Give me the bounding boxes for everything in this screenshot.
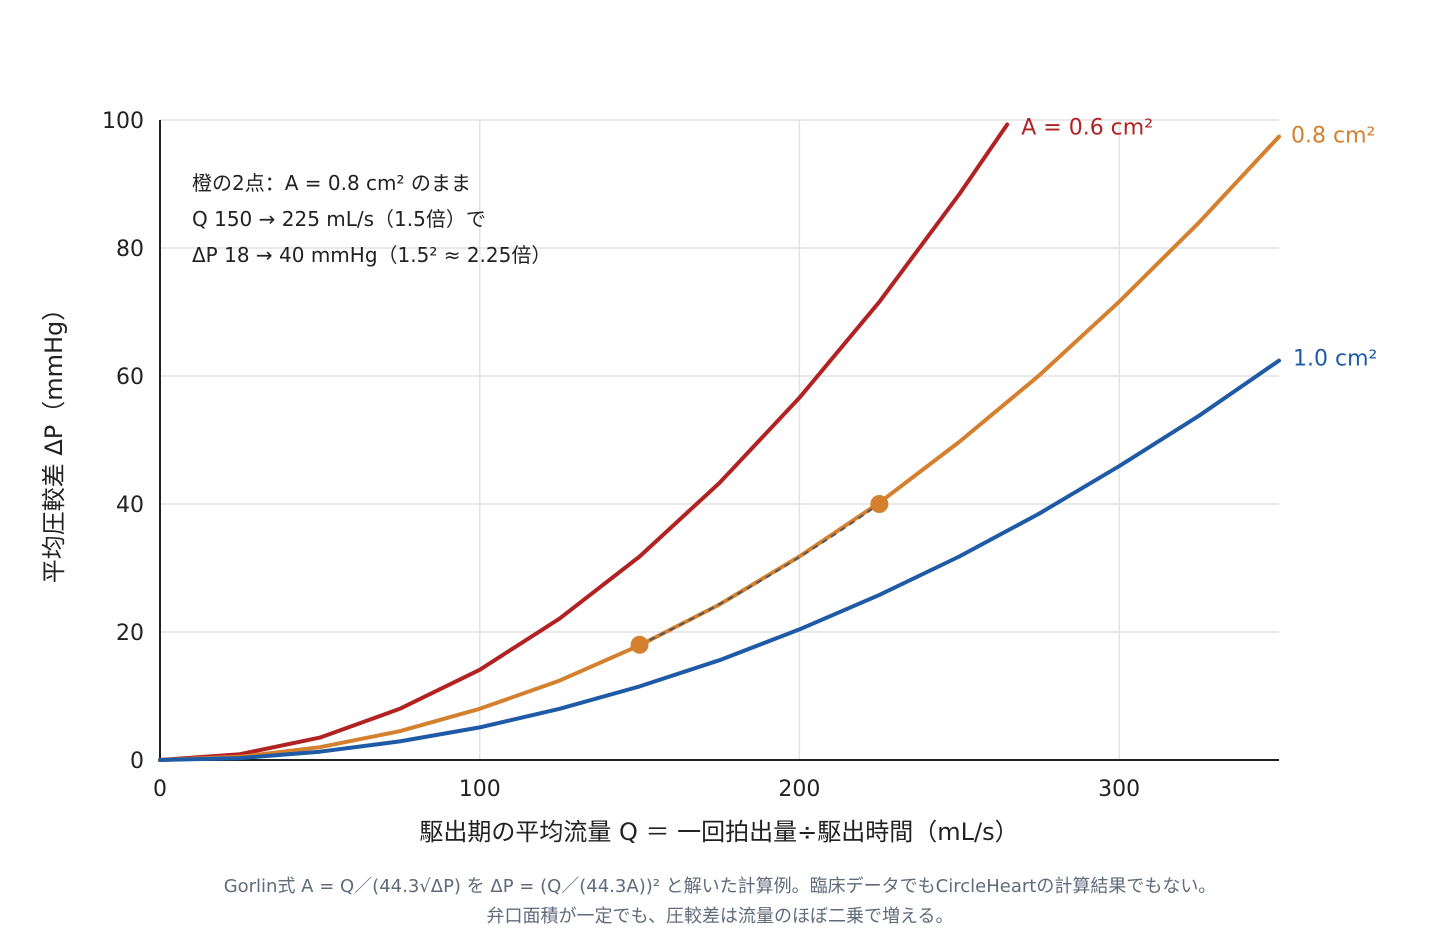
x-tick-label: 100 xyxy=(459,777,501,802)
caption-note: 弁口面積が一定でも、圧較差は流量のほぼ二乗で増える。 xyxy=(486,906,954,927)
chart: 0 20 40 60 80 100 0 100 200 300 A = 0.6 cm² 0.8 cm… xyxy=(40,109,1377,846)
y-tick-label: 20 xyxy=(116,621,144,646)
annotation-line-1: 橙の2点：A = 0.8 cm² のまま xyxy=(192,171,471,195)
series-label-0: A = 0.6 cm² xyxy=(1021,115,1153,140)
series-line-0 xyxy=(158,122,1010,762)
caption-formula: Gorlin式 A = Q／(44.3√ΔP) を ΔP = (Q／(44.3A… xyxy=(223,876,1217,897)
y-tick-label: 40 xyxy=(116,493,144,518)
x-tick-label: 0 xyxy=(153,777,167,802)
grid xyxy=(160,119,1279,760)
y-axis-title: 平均圧較差 ΔP（mmHg） xyxy=(40,297,68,584)
tick-labels: 0 20 40 60 80 100 0 100 200 300 xyxy=(102,109,1140,802)
series-label-1: 0.8 cm² xyxy=(1291,124,1375,149)
highlight-marks xyxy=(630,495,889,654)
y-tick-label: 0 xyxy=(130,749,144,774)
annotation-line-2: Q 150 → 225 mL/s（1.5倍）で xyxy=(192,207,486,231)
y-tick-label: 60 xyxy=(116,365,144,390)
series-label-2: 1.0 cm² xyxy=(1293,347,1377,372)
annotation-line-3: ΔP 18 → 40 mmHg（1.5² ≈ 2.25倍） xyxy=(192,243,551,267)
highlight-point-1 xyxy=(870,495,889,513)
x-tick-label: 200 xyxy=(778,777,820,802)
y-tick-label: 100 xyxy=(102,109,144,134)
x-tick-label: 300 xyxy=(1098,777,1140,802)
dashed-trend xyxy=(639,503,880,646)
x-axis-title: 駆出期の平均流量 Q ＝ 一回拍出量÷駆出時間（mL/s） xyxy=(419,818,1018,846)
highlight-point-0 xyxy=(630,635,649,654)
series-labels: A = 0.6 cm² 0.8 cm² 1.0 cm² xyxy=(1021,115,1377,371)
series-line-2 xyxy=(158,358,1281,762)
axes xyxy=(159,120,1279,761)
y-tick-label: 80 xyxy=(116,237,144,262)
